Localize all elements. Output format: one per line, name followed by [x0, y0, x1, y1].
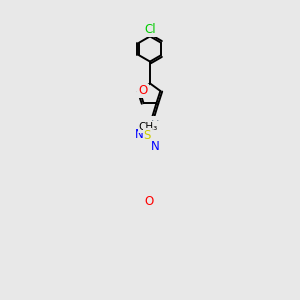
Text: H: H — [151, 120, 159, 130]
Text: CH₃: CH₃ — [139, 122, 158, 132]
Text: O: O — [145, 195, 154, 208]
Text: O: O — [149, 141, 159, 154]
Text: N: N — [151, 140, 160, 153]
Text: N: N — [134, 128, 143, 141]
Text: O: O — [138, 85, 148, 98]
Text: S: S — [144, 129, 151, 142]
Text: Cl: Cl — [144, 23, 156, 36]
